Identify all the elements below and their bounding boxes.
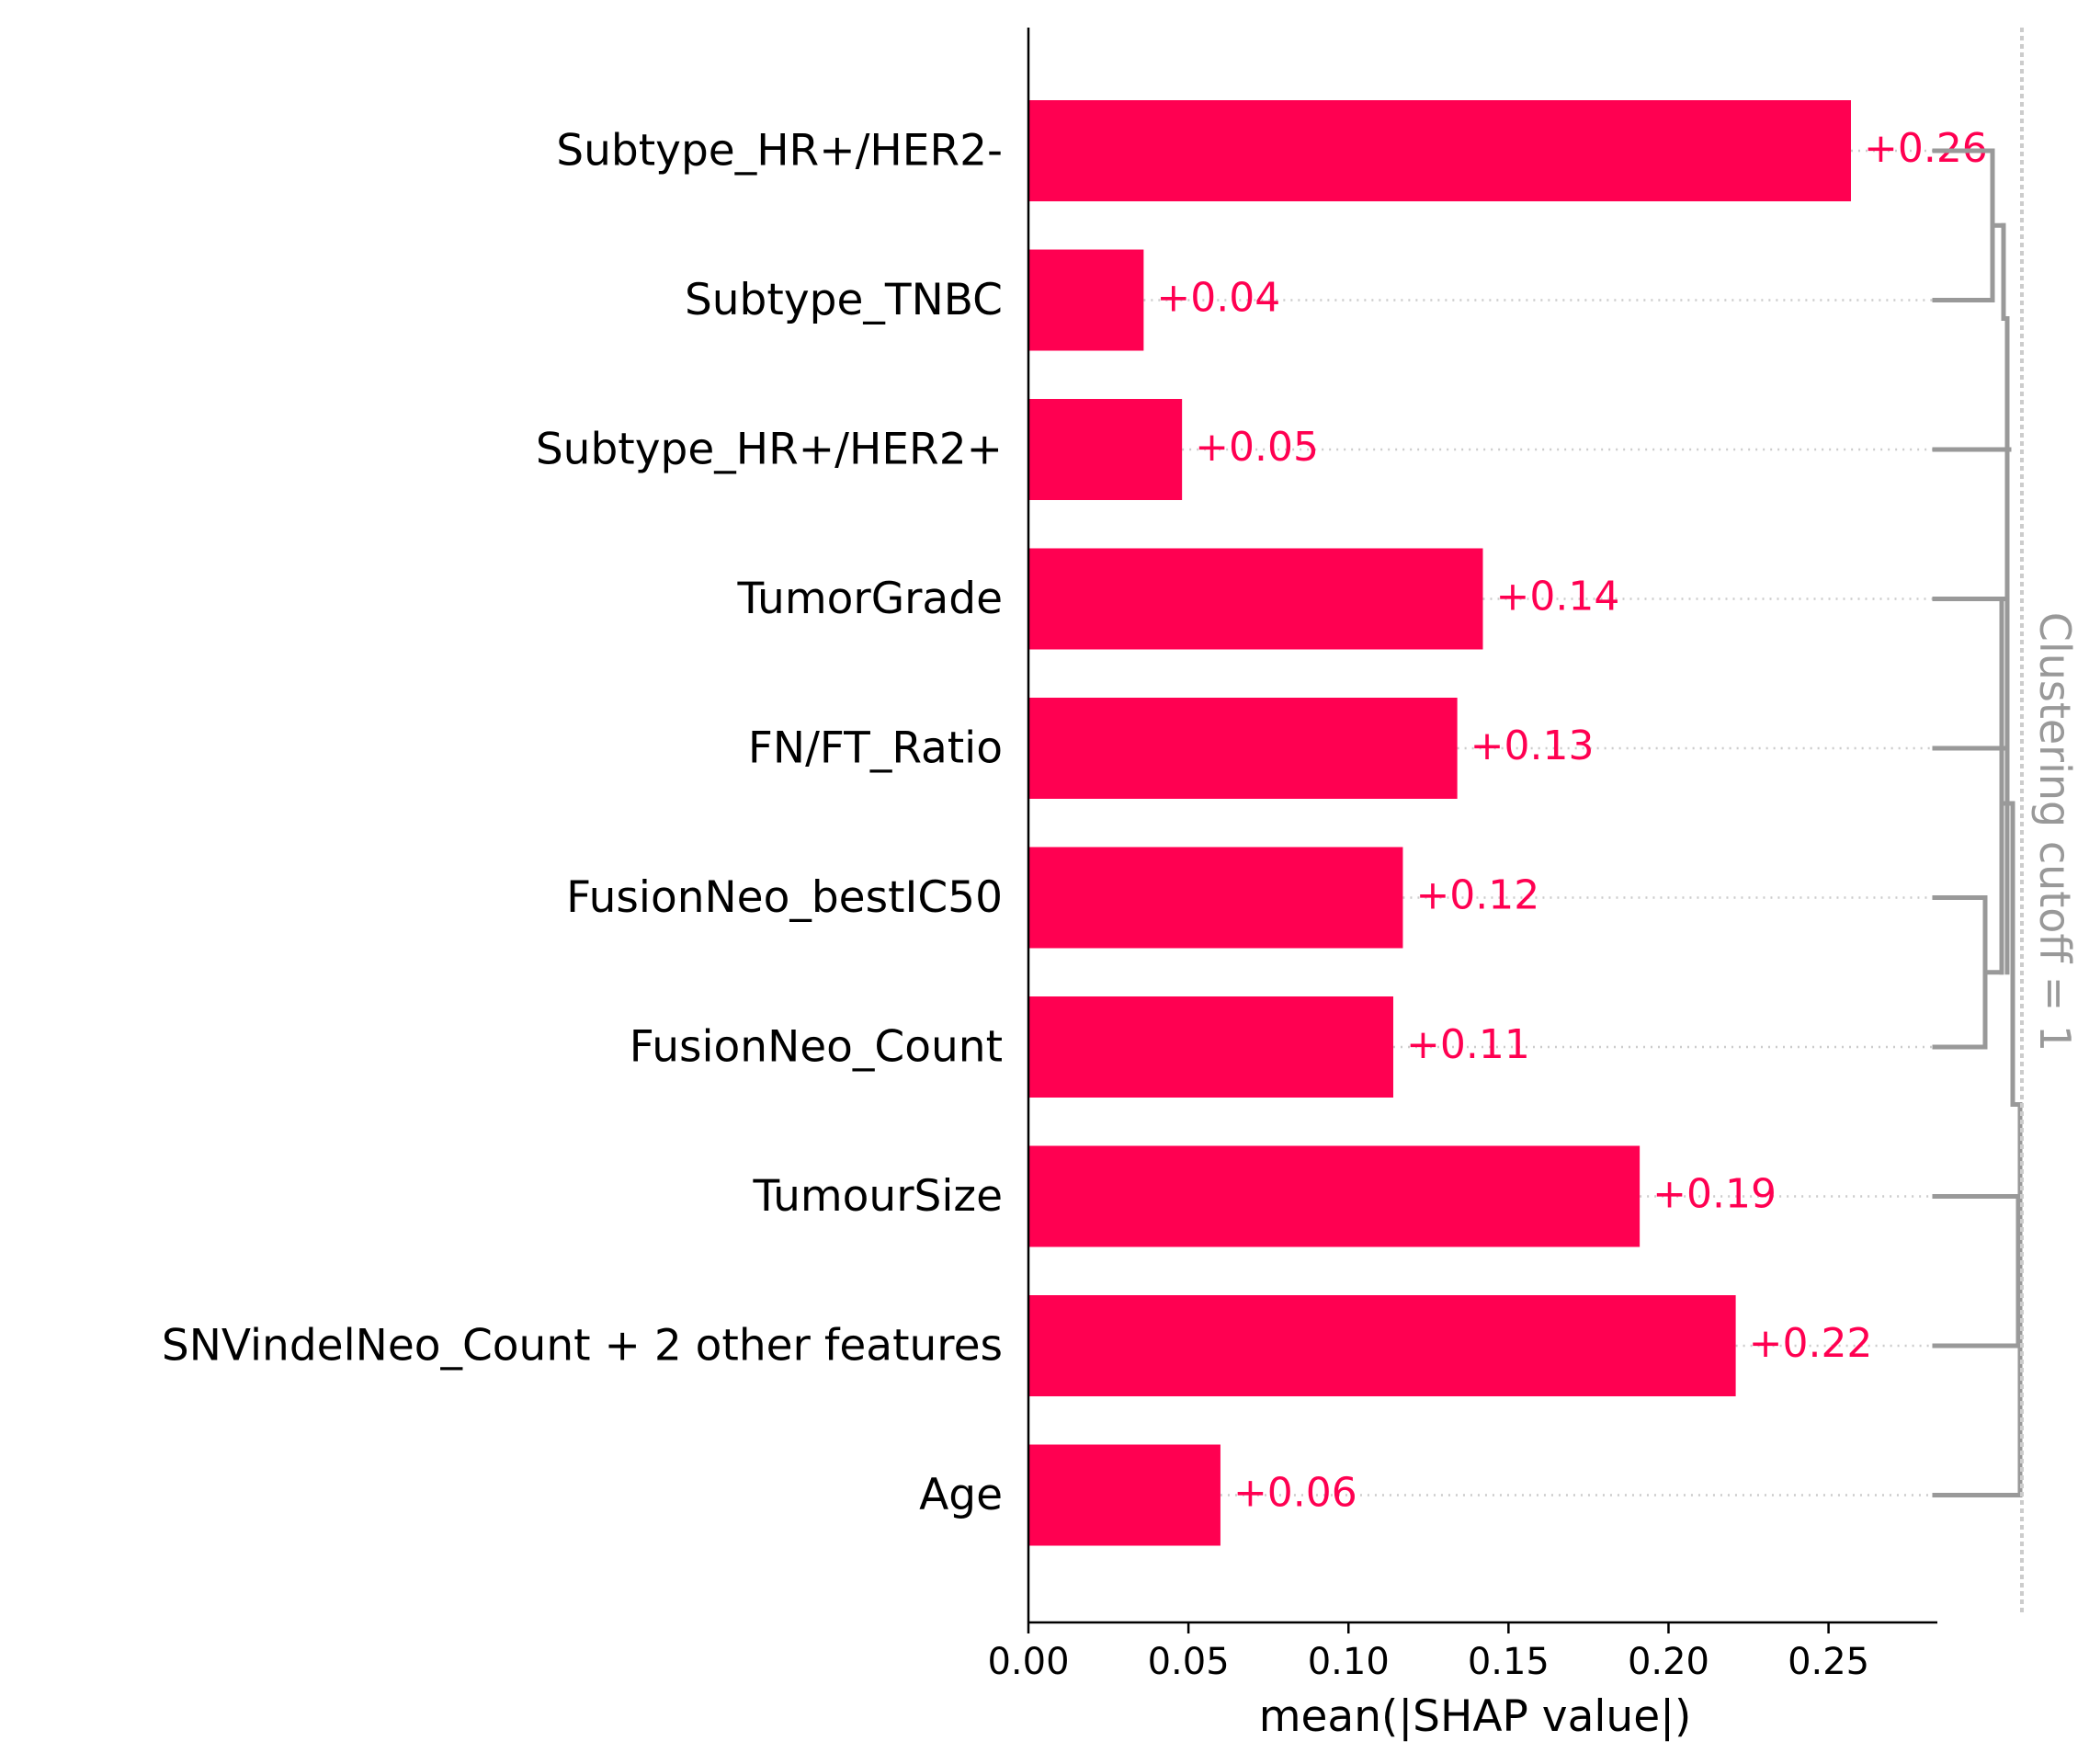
x-tick-label: 0.10: [1308, 1641, 1390, 1683]
bar: [1028, 847, 1403, 949]
bar: [1028, 100, 1851, 201]
value-label: +0.19: [1652, 1171, 1777, 1218]
feature-label: Subtype_HR+/HER2+: [536, 425, 1003, 475]
x-tick-label: 0.25: [1788, 1641, 1869, 1683]
feature-label: Age: [919, 1470, 1003, 1520]
x-axis-title: mean(|SHAP value|): [1259, 1691, 1692, 1742]
bar: [1028, 548, 1483, 650]
value-label: +0.05: [1195, 424, 1319, 471]
value-label: +0.14: [1496, 574, 1620, 620]
feature-label: Subtype_TNBC: [685, 275, 1003, 325]
feature-label: FusionNeo_Count: [630, 1022, 1003, 1073]
value-label: +0.22: [1749, 1320, 1873, 1367]
bar: [1028, 996, 1393, 1098]
bar: [1028, 1444, 1220, 1546]
value-label: +0.04: [1156, 275, 1280, 322]
bars-layer: +0.26+0.04+0.05+0.14+0.13+0.12+0.11+0.19…: [1028, 100, 1988, 1546]
clustering-cutoff-label: Clustering cutoff = 1: [2030, 612, 2080, 1052]
dendrogram: [1932, 28, 2024, 1613]
x-tick-label: 0.00: [987, 1641, 1069, 1683]
bar: [1028, 1145, 1641, 1247]
bar: [1028, 1295, 1736, 1396]
bar: [1028, 249, 1144, 351]
value-label: +0.13: [1470, 723, 1595, 769]
value-label: +0.11: [1406, 1021, 1530, 1068]
x-tick-label: 0.20: [1628, 1641, 1709, 1683]
bar: [1028, 698, 1458, 799]
value-label: +0.06: [1233, 1470, 1357, 1517]
feature-label: TumourSize: [753, 1171, 1004, 1222]
feature-label: TumorGrade: [736, 574, 1003, 624]
x-tick-label: 0.15: [1468, 1641, 1550, 1683]
feature-label: Subtype_HR+/HER2-: [556, 126, 1003, 176]
value-label: +0.12: [1415, 872, 1539, 919]
axes-layer: Subtype_HR+/HER2- Subtype_TNBC Subtype_HR+…: [162, 28, 1937, 1683]
feature-label: FN/FT_Ratio: [748, 723, 1003, 774]
x-tick-label: 0.05: [1148, 1641, 1230, 1683]
feature-label: SNVindelNeo_Count + 2 other features: [162, 1321, 1003, 1371]
bar: [1028, 399, 1183, 500]
feature-label: FusionNeo_bestIC50: [566, 872, 1003, 923]
